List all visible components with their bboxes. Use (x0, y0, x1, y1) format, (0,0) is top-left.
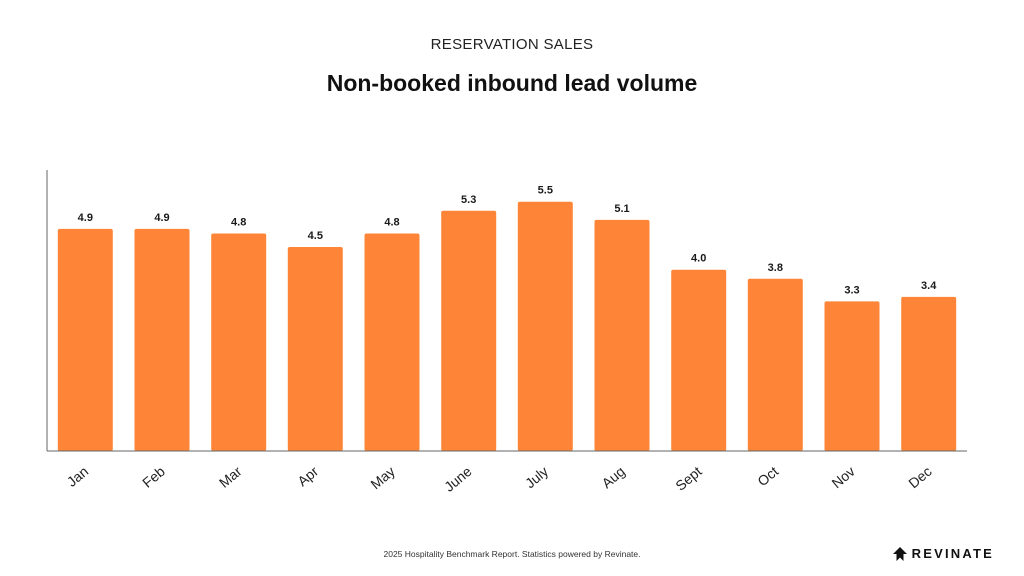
revinate-logo: REVINATE (892, 546, 994, 561)
bar-sept (671, 269, 727, 451)
chart-subtitle: RESERVATION SALES (430, 36, 594, 53)
bar-group (57, 201, 957, 451)
value-label: 4.8 (384, 217, 399, 229)
value-label: 4.9 (78, 212, 93, 224)
bar-june (441, 210, 497, 451)
bar-nov (824, 301, 880, 451)
x-tick-label: May (367, 463, 398, 492)
bar-jan (57, 228, 113, 451)
chart-title: Non-booked inbound lead volume (326, 70, 698, 96)
value-label-group: 4.9 4.9 4.8 4.5 4.8 5.3 5.5 5.1 4.0 3.8 3.3 3.4 (78, 185, 938, 297)
x-tick-label: Aug (599, 463, 628, 491)
bar-dec (901, 296, 957, 451)
value-label: 3.8 (768, 262, 783, 274)
x-axis-label-group: Jan Feb Mar Apr May June July Aug Sept Oct Nov Dec (64, 463, 935, 495)
value-label: 5.5 (538, 185, 553, 197)
bar-mar (211, 233, 267, 451)
bar-aug (594, 219, 650, 451)
value-label: 4.0 (691, 253, 706, 265)
value-label: 4.8 (231, 217, 246, 229)
x-tick-label: Nov (829, 463, 858, 491)
x-tick-label: Sept (672, 463, 704, 494)
footer-note: 2025 Hospitality Benchmark Report. Stati… (383, 549, 641, 559)
x-tick-label: June (441, 463, 475, 495)
value-label: 3.3 (844, 284, 859, 296)
value-label: 4.5 (308, 230, 323, 242)
brand-name: REVINATE (911, 546, 994, 561)
x-tick-label: Mar (216, 463, 245, 491)
x-tick-label: July (522, 463, 551, 491)
value-label: 5.3 (461, 194, 476, 206)
x-tick-label: Feb (139, 463, 168, 491)
bar-oct (747, 278, 803, 451)
value-label: 5.1 (614, 203, 629, 215)
revinate-logo-icon (892, 546, 907, 561)
bar-feb (134, 228, 190, 451)
x-tick-label: Dec (905, 463, 934, 491)
bar-july (517, 201, 573, 451)
value-label: 3.4 (921, 280, 937, 292)
bar-may (364, 233, 420, 451)
bar-apr (287, 247, 343, 451)
value-label: 4.9 (154, 212, 169, 224)
x-tick-label: Jan (64, 463, 92, 490)
x-tick-label: Apr (294, 463, 321, 489)
x-tick-label: Oct (754, 463, 781, 489)
